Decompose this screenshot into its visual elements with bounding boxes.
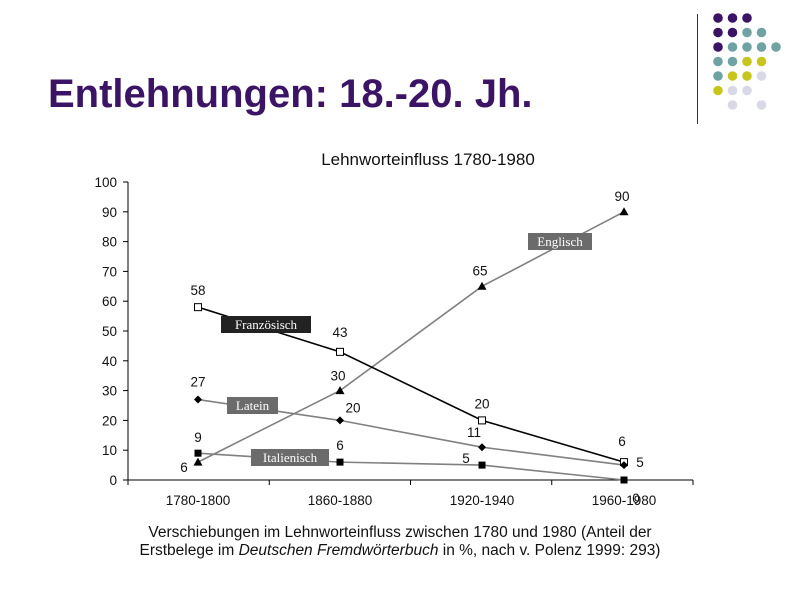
series-label-italienisch: Italienisch [263, 450, 318, 465]
y-tick-label: 30 [102, 384, 117, 399]
decor-dot [713, 42, 723, 52]
data-label-englisch: 90 [614, 189, 629, 204]
caption-source-title: Deutschen Fremdwörterbuch [238, 542, 439, 559]
chart-title: Lehnworteinfluss 1780-1980 [321, 150, 535, 169]
data-label-französisch: 43 [332, 325, 347, 340]
series-lines [197, 211, 625, 481]
decor-dot [742, 85, 752, 96]
data-label-englisch: 65 [472, 263, 487, 278]
y-tick-label: 60 [102, 294, 117, 309]
decor-dot [742, 71, 752, 81]
decor-dot [713, 56, 723, 67]
data-label-englisch: 6 [180, 460, 188, 475]
data-label-latein: 5 [636, 455, 644, 470]
decor-dot [756, 27, 767, 38]
data-label-französisch: 6 [618, 434, 626, 449]
caption-line-2-start: Erstbelege im [139, 542, 239, 559]
data-label-italienisch: 5 [462, 451, 470, 466]
decor-dot [742, 13, 752, 23]
marker-französisch [194, 303, 202, 312]
decor-dot [713, 71, 723, 81]
decor-dot [727, 27, 738, 38]
caption-line-1: Verschiebungen im Lehnworteinfluss zwisc… [148, 524, 652, 541]
decor-dot [756, 56, 767, 67]
y-tick-label: 100 [94, 175, 117, 190]
data-label-latein: 11 [467, 425, 481, 440]
series-label-englisch: Englisch [537, 234, 583, 249]
data-label-englisch: 30 [330, 369, 345, 384]
decorative-dot-grid [713, 13, 781, 110]
decor-dot [713, 13, 723, 23]
x-tick-label: 1860-1880 [308, 493, 373, 508]
data-label-italienisch: 9 [194, 430, 202, 445]
marker-englisch [619, 207, 629, 216]
caption-line-2-end: in %, nach v. Polenz 1999: 293) [438, 542, 661, 559]
y-tick-label: 50 [102, 324, 117, 339]
marker-englisch [477, 281, 487, 290]
series-label-latein: Latein [236, 398, 270, 413]
marker-latein [620, 461, 628, 470]
decor-dot [756, 42, 767, 52]
decor-dot [727, 100, 738, 110]
data-label-latein: 27 [190, 375, 205, 390]
y-tick-label: 20 [102, 413, 117, 428]
series-label-französisch: Französisch [235, 317, 298, 332]
series-label-box [528, 233, 592, 250]
y-tick-label: 70 [102, 264, 117, 279]
marker-italienisch [194, 449, 202, 457]
x-tick-label: 1960-1980 [592, 493, 657, 508]
series-labels: Englisch Französisch Latein Italienisch [221, 233, 592, 466]
line-chart: Lehnworteinfluss 1780-1980 0102030405060… [94, 150, 694, 508]
decor-dot [756, 100, 767, 110]
decorative-divider [697, 14, 698, 124]
decor-dot [742, 56, 752, 67]
data-label-latein: 20 [345, 400, 360, 415]
x-tick-label: 1920-1940 [450, 493, 515, 508]
decor-dot [727, 13, 738, 23]
marker-englisch [193, 457, 203, 466]
decor-dot [742, 42, 752, 52]
y-tick-label: 0 [109, 473, 117, 488]
marker-englisch [335, 386, 345, 395]
y-tick-label: 40 [102, 354, 117, 369]
series-label-box [251, 449, 329, 466]
marker-italienisch [478, 461, 486, 469]
series-label-box [221, 316, 311, 333]
marker-latein [336, 416, 344, 425]
marker-italienisch [620, 476, 628, 484]
decor-dot [727, 42, 738, 52]
data-label-italienisch: 0 [632, 491, 640, 506]
series-markers [193, 207, 629, 484]
y-tick-label: 90 [102, 205, 117, 220]
decor-dot [742, 27, 752, 38]
marker-französisch [336, 347, 344, 356]
decor-dot [727, 71, 738, 81]
data-label-französisch: 20 [474, 396, 489, 411]
decor-dot [713, 27, 723, 38]
marker-latein [478, 443, 486, 452]
decor-dot [771, 42, 781, 52]
decor-dot [713, 85, 723, 96]
x-tick-label: 1780-1800 [166, 493, 231, 508]
data-label-französisch: 58 [190, 283, 205, 298]
y-tick-label: 80 [102, 235, 117, 250]
decor-dot [756, 71, 767, 81]
marker-italienisch [336, 458, 344, 466]
data-label-italienisch: 6 [336, 438, 344, 453]
decor-dot [727, 85, 738, 96]
marker-französisch [478, 416, 486, 425]
slide-title: Entlehnungen: 18.-20. Jh. [48, 72, 533, 116]
decor-dot [727, 56, 738, 67]
marker-latein [194, 395, 202, 404]
y-tick-label: 10 [102, 443, 117, 458]
series-label-box [227, 397, 278, 414]
caption-line-2: Erstbelege im Deutschen Fremdwörterbuch … [0, 542, 800, 560]
